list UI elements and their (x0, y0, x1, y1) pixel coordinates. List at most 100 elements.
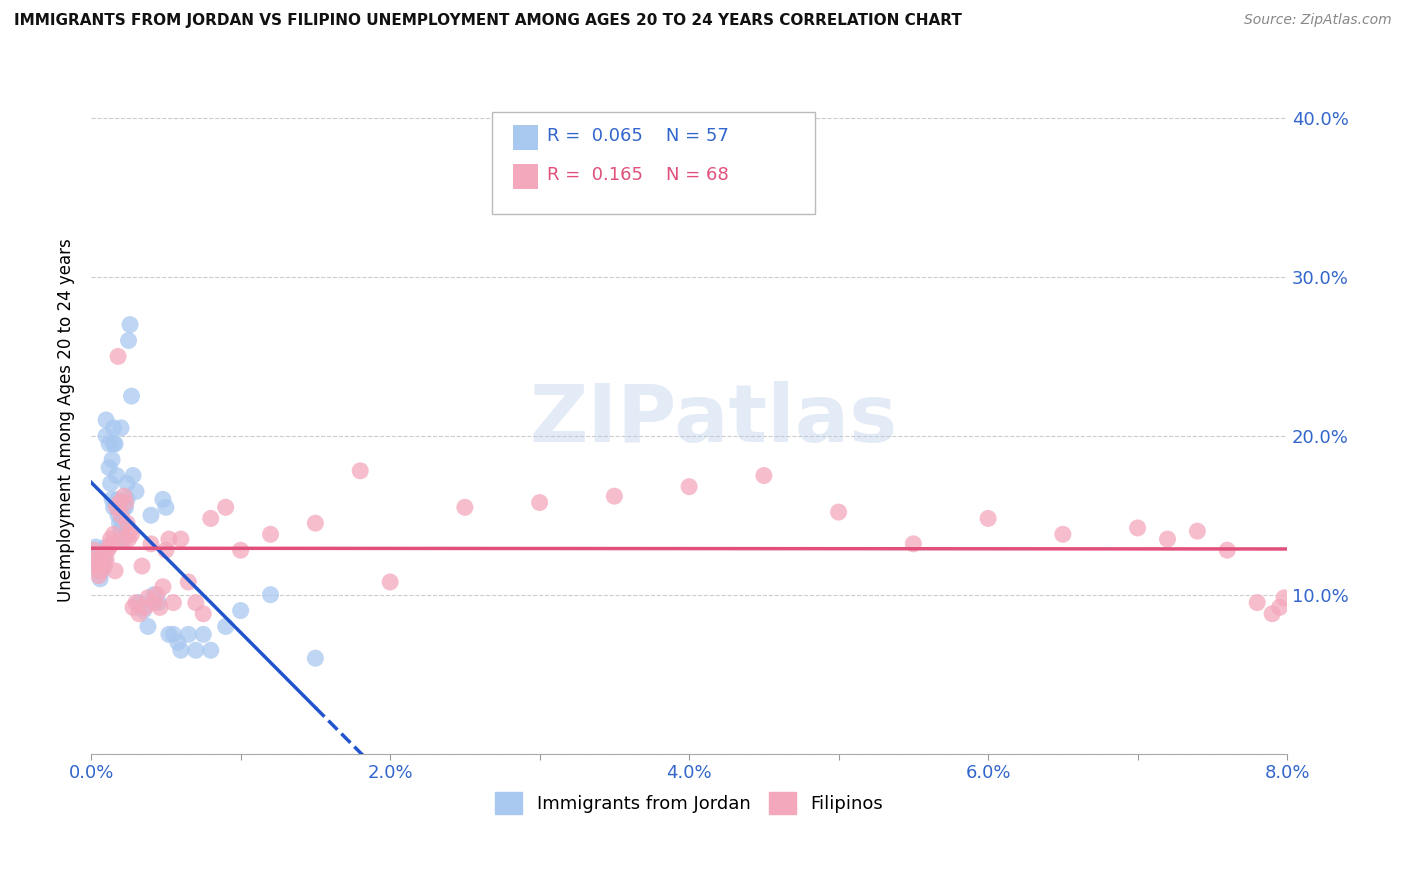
Point (90, 564, 112, 578)
Point (108, 516, 131, 531)
Point (215, 500, 238, 515)
Legend: Immigrants from Jordan, Filipinos: Immigrants from Jordan, Filipinos (488, 785, 890, 822)
Point (111, 532, 134, 546)
Point (98, 540, 121, 554)
Point (115, 492, 138, 507)
Point (170, 532, 193, 546)
Point (1268, 600, 1291, 615)
Point (122, 468, 145, 483)
Point (101, 537, 124, 551)
Text: R =  0.065    N = 57: R = 0.065 N = 57 (547, 127, 728, 145)
Point (752, 468, 775, 483)
Point (112, 500, 135, 515)
Point (1261, 607, 1284, 621)
Point (89, 564, 111, 578)
Point (142, 596, 165, 610)
Point (107, 508, 129, 523)
Point (193, 607, 215, 621)
Point (101, 452, 124, 467)
Point (184, 643, 207, 657)
Text: R =  0.165    N = 68: R = 0.165 N = 68 (547, 166, 728, 184)
Point (1246, 596, 1268, 610)
Point (128, 607, 150, 621)
Point (215, 619, 238, 633)
Point (83, 548, 105, 562)
Point (678, 480, 700, 494)
Point (259, 588, 281, 602)
Point (142, 588, 165, 602)
Point (121, 527, 143, 541)
Point (977, 511, 1000, 525)
Point (1052, 527, 1074, 541)
Point (94, 413, 117, 427)
Point (259, 527, 281, 541)
Point (100, 532, 122, 546)
Point (103, 527, 125, 541)
Point (157, 627, 180, 641)
Point (115, 476, 138, 491)
Point (94, 540, 117, 554)
Point (117, 532, 139, 546)
Point (101, 492, 124, 507)
Point (105, 468, 128, 483)
Point (529, 495, 551, 509)
Point (110, 524, 132, 538)
Text: Source: ZipAtlas.com: Source: ZipAtlas.com (1244, 13, 1392, 28)
Point (128, 596, 150, 610)
Point (114, 500, 136, 515)
Point (94, 429, 117, 443)
Point (177, 574, 200, 589)
Point (104, 436, 127, 450)
Point (105, 500, 128, 515)
Point (378, 574, 401, 589)
Point (136, 591, 159, 605)
Point (86, 556, 108, 570)
Text: ZIPatlas: ZIPatlas (529, 381, 897, 459)
Point (87, 568, 110, 582)
Point (1187, 524, 1209, 538)
Point (112, 532, 135, 546)
Point (304, 516, 326, 531)
Point (100, 476, 122, 491)
Text: IMMIGRANTS FROM JORDAN VS FILIPINO UNEMPLOYMENT AMONG AGES 20 TO 24 YEARS CORREL: IMMIGRANTS FROM JORDAN VS FILIPINO UNEMP… (14, 13, 962, 29)
Point (131, 559, 153, 574)
Point (162, 627, 184, 641)
Point (118, 318, 141, 332)
Point (200, 643, 222, 657)
Point (90, 556, 112, 570)
Point (107, 492, 129, 507)
Point (117, 334, 139, 348)
Point (148, 596, 170, 610)
Point (84, 552, 107, 566)
Point (1126, 521, 1149, 535)
Point (152, 580, 174, 594)
Point (122, 600, 145, 615)
Point (112, 489, 135, 503)
Point (1272, 591, 1295, 605)
Point (155, 500, 177, 515)
Point (1156, 532, 1178, 546)
Point (134, 600, 156, 615)
Point (1216, 543, 1239, 558)
Point (121, 389, 143, 403)
Point (108, 495, 131, 509)
Point (149, 600, 172, 615)
Point (114, 495, 136, 509)
Point (229, 543, 252, 558)
Point (903, 537, 925, 551)
Point (98, 436, 121, 450)
Point (152, 492, 174, 507)
Point (170, 643, 193, 657)
Point (229, 603, 252, 617)
Point (827, 505, 849, 519)
Point (93, 559, 115, 574)
Point (125, 484, 148, 499)
Point (155, 543, 177, 558)
Point (115, 516, 138, 531)
Point (139, 508, 162, 523)
Point (193, 627, 215, 641)
Point (84, 540, 107, 554)
Point (139, 537, 162, 551)
Point (98, 460, 121, 475)
Point (87, 564, 110, 578)
